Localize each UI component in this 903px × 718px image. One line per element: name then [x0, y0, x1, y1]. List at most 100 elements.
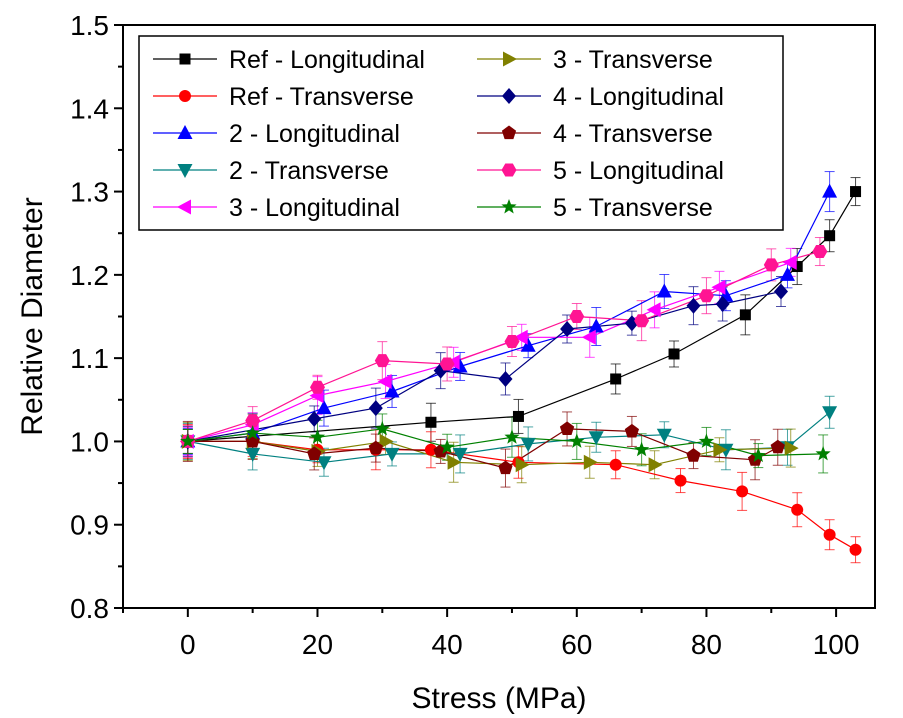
- data-point-2-longitudinal: [822, 183, 838, 198]
- data-point-4-longitudinal: [560, 321, 575, 337]
- y-tick-label: 1.3: [70, 177, 109, 208]
- data-point-3-transverse: [583, 454, 598, 470]
- y-tick-label: 1.4: [70, 93, 109, 124]
- data-point-4-transverse: [368, 440, 383, 455]
- legend-label-3-longitudinal: 3 - Longitudinal: [229, 194, 400, 222]
- data-point-4-longitudinal: [368, 400, 383, 417]
- data-point-3-longitudinal: [782, 254, 797, 270]
- legend-label-ref-transverse: Ref - Transverse: [229, 83, 414, 111]
- data-point-ref-longitudinal: [739, 309, 751, 321]
- y-tick-label: 1.2: [70, 260, 109, 291]
- data-point-2-longitudinal: [384, 383, 400, 398]
- data-point-3-longitudinal: [711, 279, 726, 295]
- y-tick-label: 1.1: [70, 343, 109, 374]
- data-point-4-longitudinal: [686, 297, 701, 314]
- legend-marker-5-longitudinal: [501, 163, 517, 177]
- data-point-4-transverse: [498, 460, 513, 475]
- legend: Ref - Longitudinal Ref - Transverse 2 - Lo…: [138, 35, 784, 231]
- x-tick-label: 0: [180, 629, 196, 660]
- y-axis-ticks: 0.8 0.9 1.0 1.1 1.2 1.3 1.4 1.5: [70, 10, 123, 624]
- data-point-ref-longitudinal: [668, 348, 680, 360]
- x-axis-ticks: 0 20 40 60 80 100: [122, 608, 860, 660]
- data-point-2-transverse: [245, 447, 261, 462]
- data-point-5-transverse: [374, 420, 390, 436]
- data-point-5-transverse: [815, 445, 831, 461]
- data-point-3-transverse: [648, 457, 663, 473]
- series-line-4-longitudinal: [187, 290, 782, 442]
- legend-label-5-longitudinal: 5 - Longitudinal: [553, 157, 724, 185]
- x-tick-label: 80: [691, 629, 722, 660]
- data-point-2-transverse: [520, 437, 536, 452]
- data-point-2-longitudinal: [452, 358, 468, 373]
- legend-label-2-transverse: 2 - Transverse: [229, 157, 389, 185]
- data-point-2-transverse: [452, 447, 468, 462]
- data-point-ref-longitudinal: [824, 230, 836, 242]
- legend-marker-2-longitudinal: [177, 125, 193, 139]
- legend-box: [138, 35, 784, 231]
- data-point-5-transverse: [569, 433, 585, 448]
- legend-label-2-longitudinal: 2 - Longitudinal: [229, 120, 400, 148]
- data-point-5-longitudinal: [245, 414, 261, 428]
- data-point-5-longitudinal: [374, 354, 390, 368]
- data-point-3-transverse: [379, 433, 394, 449]
- legend-label-4-transverse: 4 - Transverse: [553, 120, 713, 148]
- y-tick-label: 0.9: [70, 510, 109, 541]
- data-point-5-longitudinal: [698, 289, 714, 303]
- x-tick-label: 60: [561, 629, 592, 660]
- data-point-ref-transverse: [609, 458, 622, 471]
- y-tick-label: 1.5: [70, 10, 109, 41]
- data-point-4-longitudinal: [715, 296, 730, 312]
- data-point-3-longitudinal: [646, 302, 661, 318]
- data-point-ref-longitudinal: [610, 373, 622, 385]
- legend-marker-3-transverse: [503, 51, 517, 67]
- legend-marker-5-transverse: [501, 199, 517, 214]
- x-tick-label: 20: [302, 629, 333, 660]
- data-point-2-transverse: [316, 456, 332, 471]
- data-point-ref-transverse: [849, 543, 862, 556]
- data-point-4-transverse: [624, 423, 639, 438]
- y-tick-label: 1.0: [70, 426, 109, 457]
- data-point-ref-longitudinal: [850, 186, 862, 198]
- legend-marker-2-transverse: [177, 164, 193, 178]
- data-point-5-longitudinal: [439, 357, 455, 371]
- data-point-5-longitudinal: [504, 335, 520, 348]
- data-point-2-longitudinal: [316, 400, 332, 415]
- data-point-2-transverse: [822, 406, 838, 421]
- legend-label-4-longitudinal: 4 - Longitudinal: [553, 83, 724, 111]
- data-point-ref-transverse: [823, 528, 836, 541]
- data-point-4-transverse: [307, 446, 322, 460]
- data-point-ref-transverse: [791, 503, 804, 516]
- data-point-3-transverse: [713, 442, 728, 458]
- data-point-5-longitudinal: [763, 258, 779, 272]
- data-point-5-transverse: [245, 425, 261, 440]
- x-tick-label: 100: [813, 629, 860, 660]
- series-line-3-longitudinal: [187, 261, 791, 442]
- data-point-3-transverse: [447, 454, 462, 470]
- legend-label-ref-longitudinal: Ref - Longitudinal: [229, 46, 425, 74]
- data-point-3-transverse: [515, 457, 530, 473]
- data-point-2-transverse: [588, 431, 604, 446]
- data-point-ref-longitudinal: [425, 416, 437, 428]
- data-point-5-transverse: [750, 447, 766, 463]
- series-line-3-transverse: [187, 440, 791, 466]
- series-markers: [179, 183, 862, 556]
- legend-marker-3-longitudinal: [177, 199, 191, 215]
- data-point-ref-transverse: [424, 443, 437, 456]
- y-tick-label: 0.8: [70, 593, 109, 624]
- data-point-4-longitudinal: [498, 371, 513, 387]
- x-tick-label: 40: [432, 629, 463, 660]
- data-point-ref-longitudinal: [791, 261, 803, 273]
- data-point-4-transverse: [770, 439, 785, 454]
- legend-marker-ref-longitudinal: [179, 53, 191, 65]
- data-point-5-longitudinal: [310, 380, 325, 394]
- data-point-5-longitudinal: [812, 245, 828, 258]
- data-point-ref-transverse: [736, 485, 749, 498]
- data-point-ref-longitudinal: [512, 410, 524, 422]
- data-point-3-longitudinal: [513, 329, 528, 345]
- data-point-4-transverse: [686, 448, 701, 462]
- data-point-5-transverse: [698, 433, 715, 448]
- data-point-5-transverse: [309, 429, 326, 444]
- legend-label-5-transverse: 5 - Transverse: [553, 194, 713, 222]
- y-axis-title: Relative Diameter: [16, 197, 49, 435]
